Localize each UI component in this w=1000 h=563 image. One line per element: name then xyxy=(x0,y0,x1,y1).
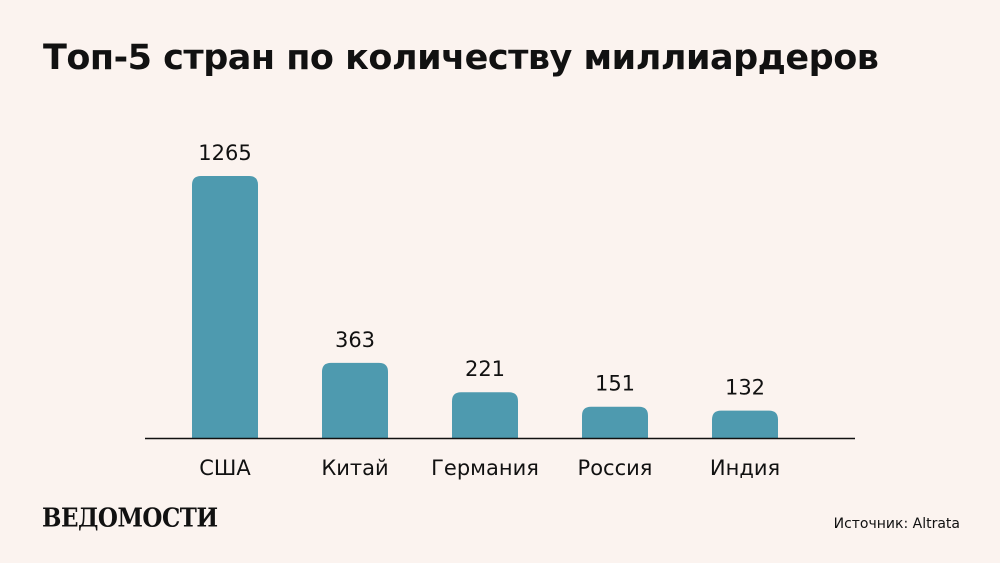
chart-title: Топ-5 стран по количеству миллиардеров xyxy=(43,38,879,78)
value-label-3: 151 xyxy=(595,372,635,396)
value-label-4: 132 xyxy=(725,376,765,400)
bar-1 xyxy=(322,362,388,438)
bar-3 xyxy=(582,406,648,438)
vedomosti-logo: ВЕДОМОСТИ xyxy=(42,503,218,534)
value-labels-group: 1265 363 221 151 132 xyxy=(198,141,765,400)
value-label-2: 221 xyxy=(465,357,505,381)
value-label-0: 1265 xyxy=(198,141,251,165)
bar-4 xyxy=(712,410,778,438)
category-labels-group: США Китай Германия Россия Индия xyxy=(199,456,780,480)
category-label-1: Китай xyxy=(321,456,388,480)
category-label-3: Россия xyxy=(578,456,653,480)
bars-group xyxy=(192,176,778,438)
value-label-1: 363 xyxy=(335,328,375,352)
category-label-0: США xyxy=(199,456,251,480)
bar-2 xyxy=(452,392,518,438)
bar-0 xyxy=(192,176,258,438)
category-label-4: Индия xyxy=(710,456,780,480)
source-note: Источник: Altrata xyxy=(833,516,960,532)
category-label-2: Германия xyxy=(431,456,539,480)
